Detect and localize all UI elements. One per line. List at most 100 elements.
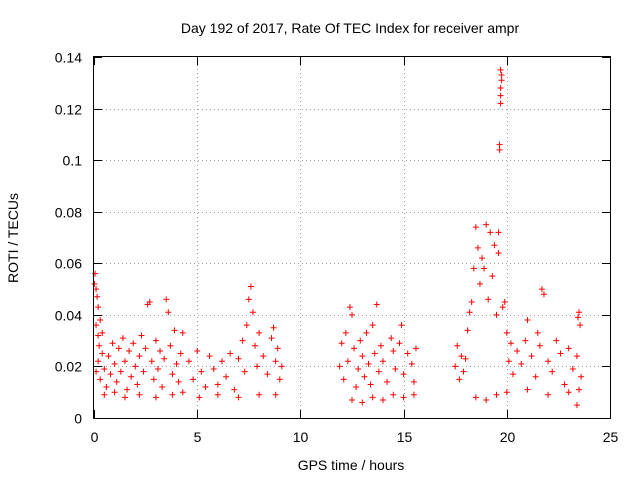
roti-point [103,384,110,391]
roti-point [251,342,258,349]
x-axis-label: GPS time / hours [298,457,405,473]
roti-point [196,394,203,401]
roti-point [338,340,345,347]
roti-point [260,353,267,360]
roti-point [505,358,512,365]
roti-point [202,384,209,391]
roti-point [499,304,506,311]
roti-point [185,358,192,365]
roti-point [569,366,576,373]
roti-point [130,340,137,347]
roti-point [359,353,366,360]
roti-point [481,265,488,272]
roti-point [501,298,508,305]
roti-point [540,291,547,298]
x-tick-label: 10 [293,429,309,445]
roti-point [577,322,584,329]
roti-point [400,371,407,378]
roti-point [274,345,281,352]
roti-point [218,358,225,365]
roti-point [392,366,399,373]
roti-point [159,384,166,391]
y-tick-label: 0.04 [55,308,82,324]
roti-point [231,386,238,393]
roti-point [365,360,372,367]
roti-point [496,141,503,148]
roti-point [276,376,283,383]
roti-point [524,386,531,393]
roti-point [115,345,122,352]
roti-point [136,391,143,398]
roti-point [497,100,504,107]
roti-point [361,373,368,380]
roti-point [460,368,467,375]
roti-point [270,324,277,331]
roti-point [148,358,155,365]
roti-point [235,355,242,362]
roti-point [379,396,386,403]
roti-point [524,317,531,324]
roti-point [509,371,516,378]
roti-point [179,329,186,336]
roti-point [95,332,102,339]
roti-point [95,304,102,311]
roti-point [278,363,285,370]
roti-point [369,322,376,329]
x-tick-label: 5 [194,429,202,445]
roti-point [227,350,234,357]
x-tick-label: 0 [91,429,99,445]
roti-point [410,391,417,398]
roti-point [336,363,343,370]
roti-point [534,329,541,336]
roti-point [396,340,403,347]
roti-point [498,77,505,84]
roti-point [532,373,539,380]
roti-point [349,311,355,318]
roti-point [498,72,505,79]
roti-point [476,280,483,287]
roti-point [496,146,503,153]
roti-point [175,378,182,385]
roti-point [173,360,180,367]
roti-point [575,314,582,321]
y-axis-label: ROTI / TECUs [5,193,21,283]
roti-point [239,337,246,344]
roti-point [514,347,521,354]
roti-point [132,363,139,370]
grid-lines [94,57,610,418]
roti-point [474,244,481,251]
axis-ticks: 0 0.02 0.04 0.06 0.08 0.1 0.12 0.14 0 5 10 15 20 25 [55,50,619,446]
x-tick-label: 15 [397,429,413,445]
y-tick-label: 0 [74,411,82,427]
roti-point [456,376,463,383]
roti-point [121,394,128,401]
roti-point [452,363,459,370]
roti-point [101,391,108,398]
roti-point [101,366,108,373]
roti-point [458,353,465,360]
roti-point [340,376,347,383]
roti-point [410,378,417,385]
roti-point [99,329,106,336]
roti-point [136,353,143,360]
roti-point [165,309,172,316]
y-tick-label: 0.12 [55,102,82,118]
roti-point [503,329,510,336]
roti-point [468,298,475,305]
roti-point [466,309,473,316]
roti-point [161,355,168,362]
chart-title: Day 192 of 2017, Rate Of TEC Index for r… [181,20,520,36]
roti-point [355,366,362,373]
roti-point [152,337,159,344]
roti-point [93,286,100,293]
roti-point [272,358,279,365]
roti-point [545,391,552,398]
roti-point [565,389,572,396]
roti-point [105,353,112,360]
roti-point [97,317,104,324]
roti-point [377,342,384,349]
roti-point [487,229,494,236]
roti-point [235,394,242,401]
roti-point [190,376,197,383]
roti-point [573,402,580,409]
